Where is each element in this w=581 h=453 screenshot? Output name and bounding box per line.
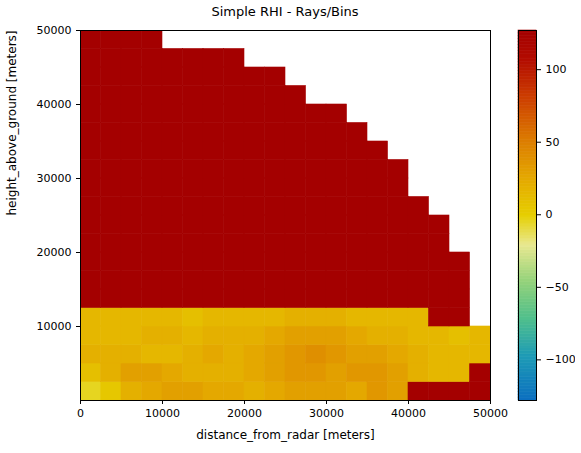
svg-text:−100: −100 [546, 353, 576, 366]
svg-text:10000: 10000 [145, 407, 180, 420]
svg-text:10000: 10000 [37, 320, 72, 333]
svg-text:50: 50 [546, 136, 560, 149]
svg-text:20000: 20000 [227, 407, 262, 420]
svg-text:0: 0 [546, 208, 553, 221]
svg-text:50000: 50000 [37, 24, 72, 37]
svg-text:50000: 50000 [473, 407, 508, 420]
svg-text:100: 100 [546, 63, 567, 76]
svg-text:30000: 30000 [309, 407, 344, 420]
svg-text:40000: 40000 [37, 98, 72, 111]
svg-text:40000: 40000 [391, 407, 426, 420]
svg-text:height_above_ground [meters]: height_above_ground [meters] [5, 30, 19, 215]
svg-text:30000: 30000 [37, 172, 72, 185]
svg-text:−50: −50 [546, 281, 569, 294]
svg-text:0: 0 [77, 407, 84, 420]
html-text:Simple RHI - Rays/Bins: Simple RHI - Rays/Bins [211, 4, 359, 19]
svg-text:distance_from_radar [meters]: distance_from_radar [meters] [196, 428, 375, 442]
svg-text:20000: 20000 [37, 246, 72, 259]
